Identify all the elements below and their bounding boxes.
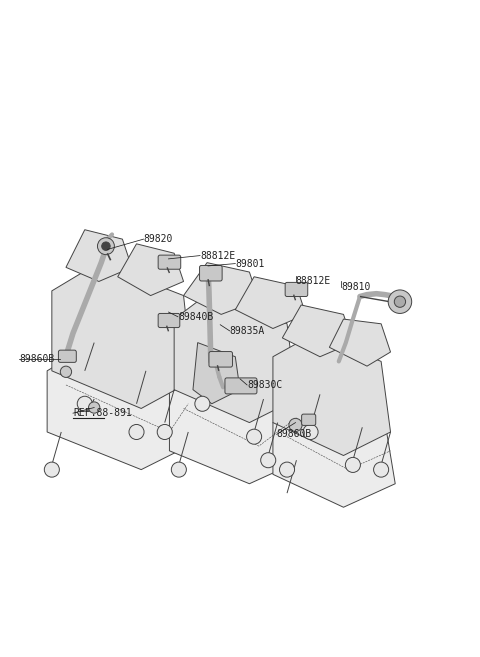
Polygon shape (169, 366, 301, 484)
Circle shape (195, 396, 210, 411)
Text: 89835A: 89835A (229, 326, 265, 336)
Polygon shape (47, 342, 198, 470)
Text: 89801: 89801 (235, 259, 264, 269)
Circle shape (88, 402, 100, 413)
Circle shape (157, 424, 172, 440)
Circle shape (261, 453, 276, 468)
FancyBboxPatch shape (59, 350, 76, 363)
Text: 89830C: 89830C (247, 380, 282, 390)
FancyBboxPatch shape (301, 414, 316, 425)
Polygon shape (118, 244, 183, 296)
Circle shape (303, 424, 318, 440)
Circle shape (97, 238, 114, 255)
Circle shape (171, 462, 186, 477)
Polygon shape (66, 230, 132, 281)
Polygon shape (273, 394, 395, 507)
Text: REF.88-891: REF.88-891 (73, 408, 132, 418)
FancyBboxPatch shape (285, 283, 308, 296)
Polygon shape (282, 305, 353, 357)
Polygon shape (193, 342, 240, 404)
Circle shape (394, 296, 406, 307)
Circle shape (373, 462, 389, 477)
Polygon shape (174, 291, 297, 422)
Text: 89860B: 89860B (276, 429, 312, 440)
Circle shape (388, 290, 412, 313)
Circle shape (77, 396, 92, 411)
Circle shape (129, 424, 144, 440)
Text: 89840B: 89840B (178, 311, 213, 322)
Polygon shape (329, 319, 391, 366)
FancyBboxPatch shape (225, 378, 257, 394)
Circle shape (279, 462, 295, 477)
Text: 89810: 89810 (341, 282, 371, 292)
FancyBboxPatch shape (158, 255, 181, 269)
Text: 89820: 89820 (144, 234, 173, 244)
FancyBboxPatch shape (200, 265, 222, 281)
Text: 88812E: 88812E (296, 277, 331, 286)
Text: 89860B: 89860B (19, 354, 54, 364)
Text: 88812E: 88812E (200, 250, 235, 261)
Circle shape (346, 457, 360, 472)
Circle shape (102, 242, 110, 250)
Polygon shape (183, 263, 259, 315)
Polygon shape (273, 333, 391, 455)
Circle shape (289, 419, 302, 432)
Circle shape (247, 429, 262, 444)
Circle shape (44, 462, 60, 477)
Polygon shape (235, 277, 306, 328)
FancyBboxPatch shape (209, 351, 232, 367)
FancyBboxPatch shape (158, 313, 180, 328)
Circle shape (60, 366, 72, 377)
Polygon shape (52, 263, 193, 409)
